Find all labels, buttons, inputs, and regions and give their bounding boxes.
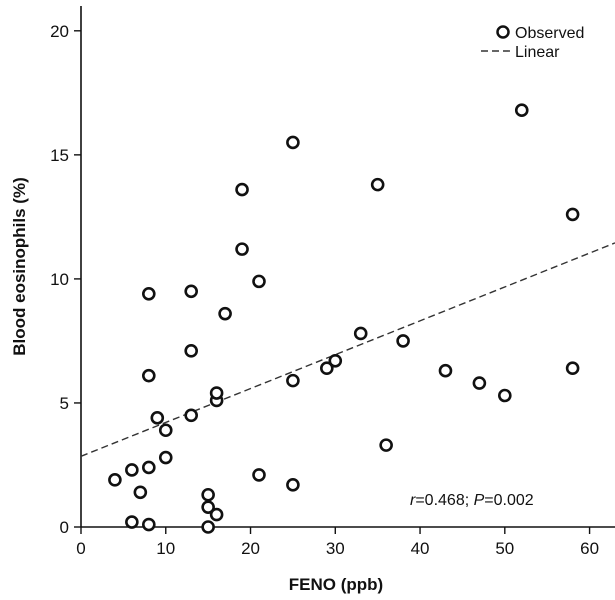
y-tick-label: 5 [60,394,69,413]
data-point [565,361,580,376]
data-point [158,450,173,465]
x-tick-label: 60 [580,539,599,558]
data-point [286,135,300,150]
data-point [472,376,487,390]
legend-linear-label: Linear [515,44,560,61]
annotation-p-symbol: P [474,492,485,509]
y-tick-label: 0 [60,518,69,537]
data-point [142,286,156,301]
data-point [218,306,232,321]
tick-marks [74,30,591,534]
data-point [158,423,173,438]
tick-labels: 0 10 20 30 40 50 60 0 5 10 15 20 [50,22,599,558]
legend-observed-label: Observed [515,25,584,42]
data-point [438,363,453,378]
data-point [108,473,122,487]
data-point [498,388,512,403]
data-point [370,177,385,192]
legend: Observed Linear [481,25,584,61]
x-tick-label: 50 [495,539,514,558]
data-point [379,438,393,452]
y-tick-label: 10 [50,270,69,289]
x-tick-label: 40 [411,539,430,558]
data-point [235,242,249,256]
data-point [209,386,224,400]
x-axis-title: FENO (ppb) [289,575,383,594]
annotation-p-value: =0.002 [484,492,533,509]
axes [80,6,615,528]
data-point [184,408,198,423]
data-point [184,344,198,358]
data-point [150,411,165,425]
annotation-r-value: =0.468; [415,492,473,509]
y-tick-label: 20 [50,22,69,41]
x-tick-label: 0 [76,539,85,558]
data-point [209,507,224,522]
y-tick-label: 15 [50,146,69,165]
data-point [201,500,215,514]
data-point [125,463,139,477]
data-point [565,207,580,222]
data-point [252,274,266,289]
x-tick-label: 10 [156,539,175,558]
data-point [142,517,156,532]
correlation-annotation: r=0.468; P=0.002 [410,492,534,509]
data-point [514,103,529,117]
regression-layer [80,242,615,457]
data-point [252,468,266,482]
regression-line [80,242,615,457]
data-point [142,460,156,475]
data-point [353,326,368,341]
data-point [125,515,139,529]
data-point [201,520,215,534]
data-point [133,485,148,500]
data-point [201,487,215,502]
y-axis-title: Blood eosinophils (%) [10,177,29,356]
data-point [184,284,198,299]
data-point [286,478,300,492]
annotation-r-symbol: r [410,492,416,509]
data-points [108,103,580,534]
x-tick-label: 30 [326,539,345,558]
data-point [235,182,249,197]
x-tick-label: 20 [241,539,260,558]
data-point [142,368,156,383]
data-point [396,334,410,348]
data-point [320,361,334,376]
data-point [328,353,343,368]
legend-observed-marker [496,25,510,39]
data-point [286,373,300,388]
